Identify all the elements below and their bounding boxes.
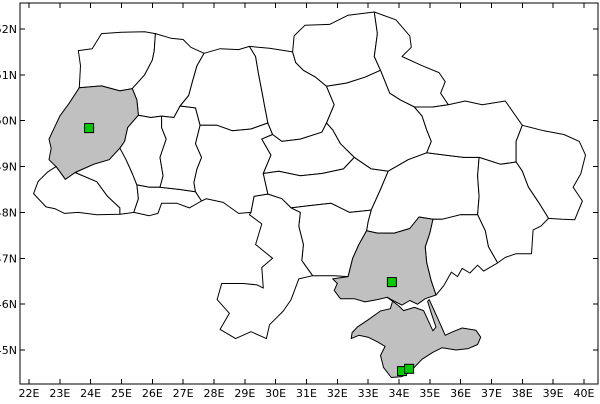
region-donetsk [477, 156, 549, 264]
x-tick-label: 25E [111, 387, 132, 400]
x-tick-label: 39E [543, 387, 564, 400]
y-tick-label: 50N [0, 115, 17, 128]
y-tick-label: 48N [0, 206, 17, 219]
marker-kherson [386, 277, 397, 288]
x-tick-label: 37E [481, 387, 502, 400]
axis-labels: 22E 23E 24E 25E 26E 27E 28E 29E 30E 31E 32E 33E 34E 3… [0, 23, 594, 400]
y-tick-label: 52N [0, 23, 17, 36]
x-tick-label: 24E [80, 387, 101, 400]
x-tick-label: 33E [358, 387, 379, 400]
region-crimea [350, 296, 482, 378]
x-tick-label: 35E [419, 387, 440, 400]
x-tick-label: 31E [296, 387, 317, 400]
x-tick-label: 23E [49, 387, 70, 400]
x-tick-label: 28E [204, 387, 225, 400]
region-kharkiv [413, 100, 523, 165]
marker-crimea-east [404, 363, 415, 374]
x-tick-label: 22E [19, 387, 40, 400]
y-tick-label: 47N [0, 252, 17, 265]
x-tick-label: 36E [450, 387, 471, 400]
x-tick-label: 26E [142, 387, 163, 400]
x-tick-label: 34E [388, 387, 409, 400]
x-tick-label: 40E [573, 387, 594, 400]
y-tick-label: 45N [0, 344, 17, 357]
x-tick-label: 27E [173, 387, 194, 400]
axes-box [19, 2, 599, 385]
region-sumy [373, 11, 449, 108]
region-odesa [216, 193, 314, 340]
x-tick-label: 38E [512, 387, 533, 400]
marker-lviv [84, 123, 95, 134]
y-tick-label: 49N [0, 161, 17, 174]
y-tick-label: 51N [0, 69, 17, 82]
axes [19, 2, 599, 385]
x-tick-label: 29E [234, 387, 255, 400]
region-kherson [332, 216, 437, 306]
station-markers [84, 123, 415, 377]
y-tick-label: 46N [0, 298, 17, 311]
map-regions [33, 11, 586, 378]
x-tick-label: 30E [265, 387, 286, 400]
x-tick-label: 32E [327, 387, 348, 400]
